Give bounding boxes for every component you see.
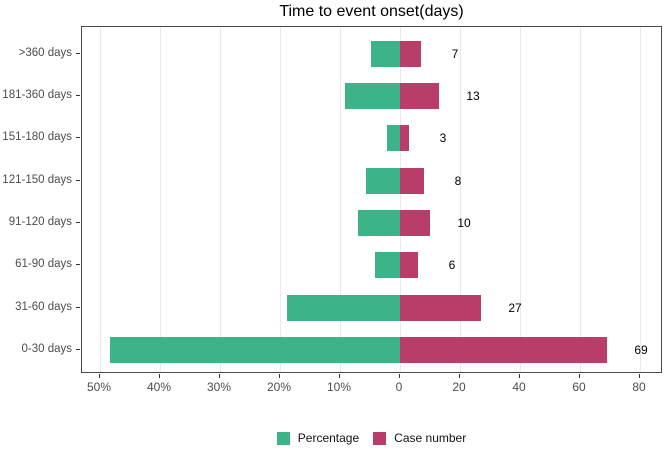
case-count-label: 13 [466,88,480,103]
y-tick [76,348,80,350]
case-number-bar [400,82,439,109]
x-tick-label: 60 [572,380,586,394]
x-tick [578,374,580,378]
x-tick [638,374,640,378]
case-number-bar [400,40,421,67]
percentage-swatch-icon [276,431,290,445]
gridline [579,27,581,372]
x-tick [278,374,280,378]
x-tick [218,374,220,378]
x-tick-label: 80 [632,380,646,394]
case-count-label: 7 [451,46,459,61]
x-tick-label: 40% [146,380,172,394]
plot-panel: 7 13 3 8 10 6 27 69 [81,26,662,373]
y-axis-label: 31-60 days [15,300,72,313]
x-tick [98,374,100,378]
x-tick-label: 20 [452,380,466,394]
case-number-bar [400,336,607,363]
case-number-bar [400,125,409,152]
case-number-bar [400,209,430,236]
legend-item-label: Percentage [297,431,360,445]
chart-title: Time to event onset(days) [279,3,464,20]
legend-item-percentage: Percentage [276,431,360,445]
y-tick [76,221,80,223]
y-tick [76,264,80,266]
y-axis-label: 61-90 days [15,258,72,271]
case-number-bar [400,167,424,194]
case-count-label: 8 [454,173,462,188]
gridline [399,27,401,372]
percentage-bar [358,209,400,236]
x-tick [338,374,340,378]
y-tick [76,94,80,96]
x-tick-label: 10% [326,380,352,394]
x-tick [158,374,160,378]
gridline [339,27,341,372]
case-number-bar [400,294,481,321]
x-tick-label: 0 [395,380,403,394]
y-axis-label: 151-180 days [2,131,72,144]
case-count-label: 69 [634,342,648,357]
percentage-bar [286,294,400,321]
y-axis-label: 121-150 days [2,173,72,186]
legend: Percentage Case number [81,430,662,446]
gridline [459,27,461,372]
case-count-label: 6 [448,258,456,273]
x-tick-label: 30% [206,380,232,394]
gridline [639,27,641,372]
legend-item-label: Case number [394,431,467,445]
percentage-bar [387,125,400,152]
percentage-bar [370,40,400,67]
case-number-bar [400,252,418,279]
y-tick [76,137,80,139]
gridline [99,27,101,372]
y-axis-label: 181-360 days [2,88,72,101]
gridline [279,27,281,372]
x-tick [398,374,400,378]
percentage-bar [374,252,400,279]
y-axis-label: >360 days [18,46,72,59]
y-axis-label: 91-120 days [8,215,72,228]
case-count-label: 3 [439,131,447,146]
y-axis-label: 0-30 days [21,342,72,355]
x-tick-label: 20% [266,380,292,394]
y-tick [76,306,80,308]
case-count-label: 10 [457,215,471,230]
percentage-bar [345,82,400,109]
legend-item-case-number: Case number [373,431,466,445]
gridline [219,27,221,372]
percentage-bar [366,167,400,194]
x-tick [518,374,520,378]
case-count-label: 27 [508,300,522,315]
gridline [159,27,161,372]
percentage-bar [110,336,400,363]
x-tick-label: 40 [512,380,526,394]
gridline [519,27,521,372]
x-tick [458,374,460,378]
y-tick [76,52,80,54]
y-tick [76,179,80,181]
x-tick-label: 50% [86,380,112,394]
case-number-swatch-icon [373,431,387,445]
